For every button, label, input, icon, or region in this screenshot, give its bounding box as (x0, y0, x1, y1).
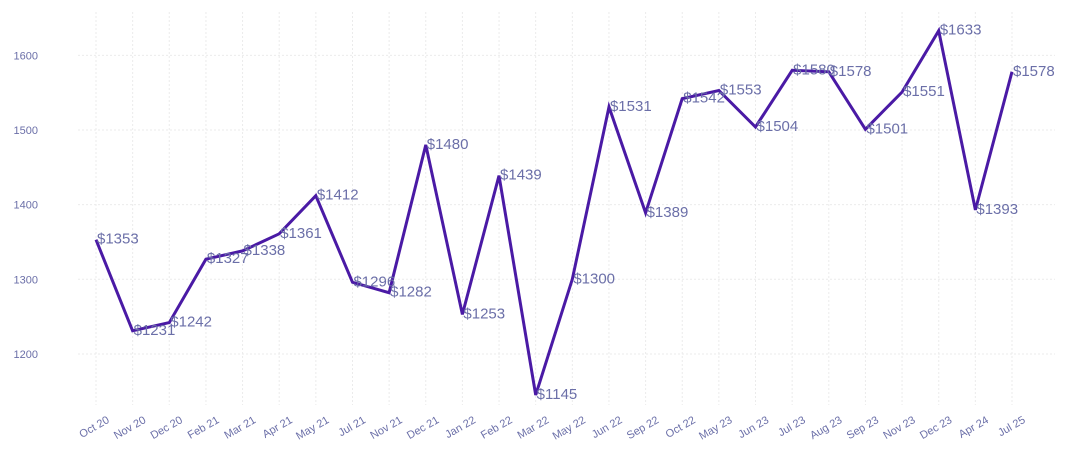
x-tick-label: May 22 (551, 414, 588, 442)
data-label: $1531 (610, 98, 652, 115)
data-label: $1553 (720, 81, 762, 98)
data-label: $1578 (1013, 63, 1055, 80)
x-tick-label: Sep 22 (625, 414, 661, 442)
x-tick-label: Nov 20 (112, 414, 148, 442)
data-label: $1300 (573, 270, 615, 287)
x-tick-label: May 23 (697, 414, 734, 442)
data-label: $1412 (317, 187, 359, 204)
x-tick-label: Aug 23 (808, 414, 844, 442)
data-label: $1551 (903, 83, 945, 100)
x-tick-label: Apr 21 (261, 414, 295, 441)
y-tick-label: 1400 (14, 200, 38, 212)
y-axis: 1200 1300 1400 1500 1600 (14, 50, 38, 361)
data-label: $1578 (830, 63, 872, 80)
x-tick-label: Sep 23 (845, 414, 881, 442)
x-tick-label: Nov 23 (881, 414, 917, 442)
grid-layer (78, 12, 1055, 405)
data-label: $1633 (940, 22, 982, 39)
data-label: $1145 (537, 386, 578, 403)
x-tick-label: Jun 23 (736, 414, 771, 441)
x-tick-label: Jul 21 (337, 414, 368, 439)
data-label: $1501 (866, 120, 908, 137)
x-tick-label: Apr 24 (957, 414, 991, 441)
data-label: $1542 (683, 90, 725, 107)
data-label: $1353 (97, 231, 139, 248)
data-label: $1282 (390, 284, 432, 301)
x-tick-label: Jun 22 (590, 414, 625, 441)
data-label: $1338 (244, 242, 286, 259)
data-labels: $1353 $1231$1242 $1327$1338$1361 $1412 $1296… (97, 22, 1055, 403)
data-label: $1504 (757, 118, 799, 135)
data-label: $1439 (500, 167, 542, 184)
x-tick-label: Feb 22 (479, 414, 515, 442)
x-tick-label: May 21 (294, 414, 331, 442)
data-label: $1231 (134, 322, 176, 339)
data-label: $1327 (207, 250, 249, 267)
data-label: $1296 (353, 273, 395, 290)
series-line (94, 26, 1014, 396)
x-tick-label: Feb 21 (186, 414, 222, 442)
x-tick-label: Nov 21 (368, 414, 404, 442)
y-tick-label: 1200 (14, 349, 38, 361)
x-axis: Oct 20 Nov 20 Dec 20 Feb 21 Mar 21 Apr 21 May … (77, 414, 1027, 442)
y-tick-label: 1500 (14, 125, 38, 137)
data-label: $1253 (463, 305, 505, 322)
x-tick-label: Mar 22 (516, 414, 552, 442)
data-label: $1480 (427, 136, 469, 153)
x-tick-label: Dec 20 (149, 414, 185, 442)
data-label: $1580 (793, 61, 835, 78)
data-label: $1242 (170, 314, 212, 331)
data-label: $1361 (280, 225, 322, 242)
data-label: $1393 (976, 201, 1018, 218)
x-tick-label: Jul 23 (776, 414, 807, 439)
x-tick-label: Dec 23 (918, 414, 954, 442)
data-label: $1389 (647, 204, 689, 221)
x-tick-label: Jul 25 (996, 414, 1027, 439)
x-tick-label: Mar 21 (222, 414, 258, 442)
y-tick-label: 1300 (14, 274, 38, 286)
x-tick-label: Oct 22 (664, 414, 698, 441)
x-tick-label: Jan 22 (443, 414, 478, 441)
y-tick-label: 1600 (14, 50, 38, 62)
x-tick-label: Dec 21 (405, 414, 441, 442)
x-tick-label: Oct 20 (77, 414, 111, 441)
